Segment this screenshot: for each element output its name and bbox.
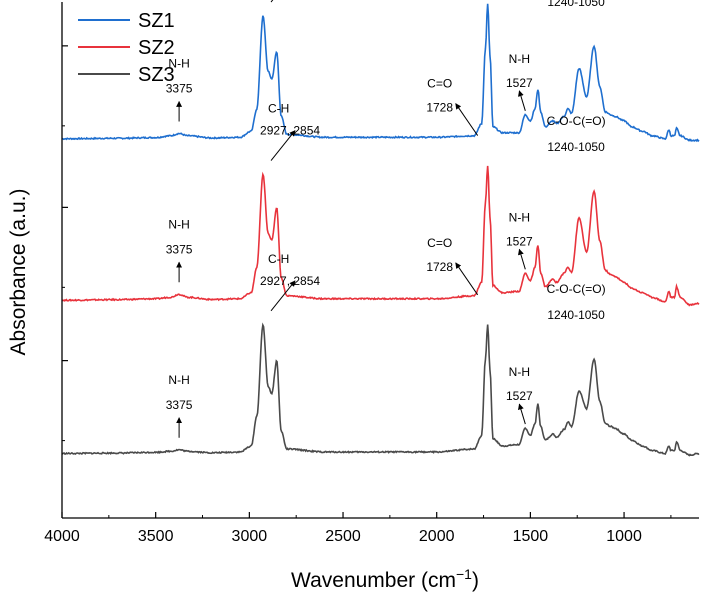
series-line-sz3 — [61, 322, 700, 457]
x-tick-label-3000: 3000 — [232, 528, 268, 545]
x-tick-label-1000: 1000 — [606, 528, 642, 545]
annotation-value-sz2-ch: 2927, 2854 — [260, 124, 320, 138]
annotation-value-sz2-nh: 3375 — [166, 242, 193, 256]
x-axis-title-superscript: −1 — [456, 566, 472, 582]
annotation-value-sz3-nh2: 1527 — [506, 389, 533, 403]
annotation-label-sz3-coc: C-O-C(=O) — [547, 282, 606, 296]
annotation-arrow-sz1-nh2 — [518, 90, 526, 111]
series-line-sz2 — [61, 165, 700, 307]
annotation-arrow-sz3-nh2 — [518, 403, 526, 425]
plot-area — [61, 3, 700, 457]
x-tick-label-4000: 4000 — [44, 528, 80, 545]
legend: SZ1 SZ2 SZ3 — [78, 10, 175, 86]
annotation-value-sz3-co: 1728 — [426, 260, 453, 274]
annotation-value-sz1-nh2: 1527 — [506, 76, 533, 90]
annotations: N-H 3375 C-H 2927, 2854 C=O 1728 N-H 1527 C-O-C(… — [166, 0, 606, 438]
annotation-arrow-sz2-ch — [270, 130, 296, 161]
annotation-arrow-sz2-co — [455, 103, 479, 136]
x-axis-title: Wavenumber (cm−1) — [291, 566, 479, 592]
legend-label-sz1: SZ1 — [138, 10, 175, 32]
annotation-label-sz2-nh2: N-H — [509, 210, 530, 224]
annotation-arrow-sz3-co — [455, 262, 479, 296]
annotation-value-sz2-nh2: 1527 — [506, 234, 533, 248]
x-axis-title-close: ) — [472, 569, 479, 592]
x-tick-label-2500: 2500 — [325, 528, 361, 545]
annotation-label-sz1-nh: N-H — [168, 57, 189, 71]
annotation-label-sz1-nh2: N-H — [509, 52, 530, 66]
x-tick-label-1500: 1500 — [513, 528, 549, 545]
annotation-arrow-sz2-nh2 — [518, 248, 526, 270]
annotation-label-sz3-co: C=O — [427, 236, 452, 250]
annotation-label-sz3-nh: N-H — [168, 373, 189, 387]
annotation-value-sz2-co: 1728 — [426, 101, 453, 115]
x-tick-label-3500: 3500 — [138, 528, 174, 545]
annotation-label-sz3-ch: C-H — [268, 252, 289, 266]
annotation-value-sz3-ch: 2927, 2854 — [260, 274, 320, 288]
annotation-label-sz3-nh2: N-H — [509, 365, 530, 379]
annotation-label-sz2-ch: C-H — [268, 102, 289, 116]
series-line-sz1 — [61, 3, 700, 143]
annotation-arrow-sz3-ch — [270, 280, 296, 312]
annotation-arrow-sz1-ch — [270, 0, 274, 3]
annotation-value-sz1-coc: 1240-1050 — [547, 0, 605, 9]
annotation-value-sz3-coc: 1240-1050 — [547, 308, 605, 322]
legend-label-sz2: SZ2 — [138, 37, 175, 59]
x-tick-label-2000: 2000 — [419, 528, 455, 545]
annotation-label-sz2-nh: N-H — [168, 217, 189, 231]
annotation-label-sz2-coc: C-O-C(=O) — [547, 114, 606, 128]
axes: 4000 3500 3000 2500 2000 1500 1000 — [44, 2, 699, 545]
annotation-value-sz2-coc: 1240-1050 — [547, 140, 605, 154]
legend-label-sz3: SZ3 — [138, 64, 175, 86]
annotation-value-sz1-nh: 3375 — [166, 82, 193, 96]
y-axis-title: Absorbance (a.u.) — [7, 189, 30, 356]
annotation-label-sz2-co: C=O — [427, 77, 452, 91]
annotation-value-sz3-nh: 3375 — [166, 398, 193, 412]
